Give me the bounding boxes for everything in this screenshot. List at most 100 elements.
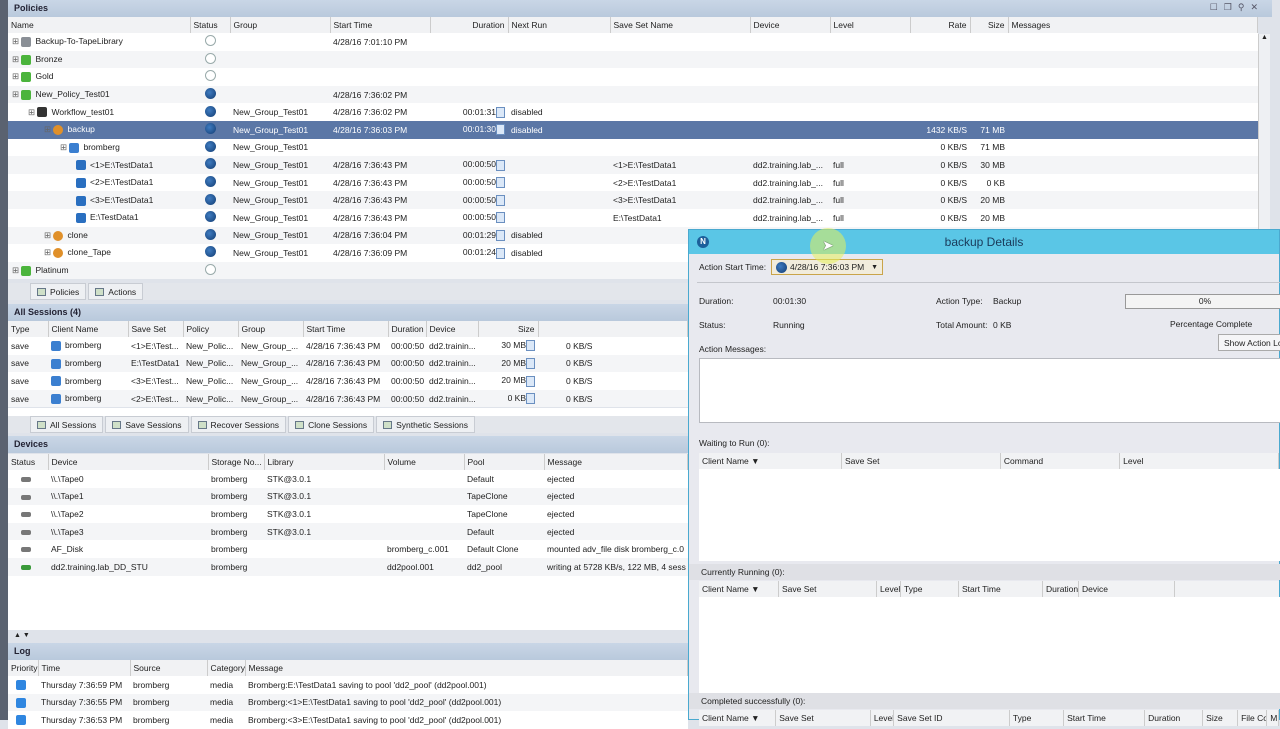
window-controls[interactable]: ☐❐⚲✕ bbox=[1210, 2, 1264, 13]
table-row[interactable]: <1>E:\TestData1 New_Group_Test01 4/28/16 7… bbox=[8, 156, 1258, 174]
splitter-arrows-icon[interactable]: ▲ ▼ bbox=[14, 632, 30, 639]
column-header[interactable]: Level bbox=[1120, 453, 1280, 469]
policies-scrollbar[interactable]: ▲ bbox=[1258, 34, 1270, 282]
column-header[interactable]: Type bbox=[1010, 710, 1065, 726]
tab-policies[interactable]: Policies bbox=[30, 283, 87, 300]
column-header[interactable]: Client Name ▼ bbox=[699, 710, 777, 726]
table-row[interactable]: save bromberg E:\TestData1 New_Polic... New_… bbox=[8, 354, 688, 373]
column-header[interactable]: Duration bbox=[388, 321, 427, 337]
column-header[interactable]: Client Name bbox=[48, 321, 129, 337]
column-header[interactable]: Status bbox=[190, 17, 231, 33]
table-row[interactable]: save bromberg <3>E:\Test... New_Polic... New… bbox=[8, 372, 688, 390]
action-messages-box[interactable] bbox=[699, 358, 1280, 423]
expand-toggle-icon[interactable]: ⊞ bbox=[44, 229, 54, 240]
column-header[interactable]: Device bbox=[1079, 581, 1175, 597]
column-header[interactable]: Duration bbox=[1145, 710, 1204, 726]
expand-toggle-icon[interactable]: ⊞ bbox=[12, 71, 22, 82]
column-header[interactable]: Time bbox=[38, 660, 131, 676]
column-header[interactable]: Rate bbox=[910, 17, 971, 33]
tab-actions[interactable]: Actions bbox=[88, 283, 144, 300]
column-header[interactable]: Next Run bbox=[508, 17, 611, 33]
expand-toggle-icon[interactable]: ⊞ bbox=[44, 247, 54, 258]
tab-recover-sessions[interactable]: Recover Sessions bbox=[190, 416, 287, 433]
column-header[interactable]: M bbox=[1267, 710, 1279, 726]
column-header[interactable]: Volume bbox=[384, 454, 465, 470]
table-row[interactable]: save bromberg <2>E:\Test... New_Polic... New… bbox=[8, 389, 688, 408]
column-header[interactable]: Message bbox=[245, 660, 688, 676]
column-header[interactable]: Device bbox=[426, 321, 479, 337]
column-header[interactable]: Duration bbox=[430, 17, 509, 33]
table-row[interactable]: \\.\Tape3 bromberg STK@3.0.1 Default ejected bbox=[8, 522, 688, 541]
expand-toggle-icon[interactable]: ⊞ bbox=[12, 89, 22, 100]
column-header[interactable]: Type bbox=[901, 581, 959, 597]
column-header[interactable]: Message bbox=[544, 454, 688, 470]
column-header[interactable]: Save Set bbox=[779, 581, 877, 597]
table-row[interactable]: E:\TestData1 New_Group_Test01 4/28/16 7:36… bbox=[8, 209, 1258, 227]
table-row[interactable]: Thursday 7:36:59 PM bromberg media Bromberg… bbox=[8, 676, 688, 694]
table-row[interactable]: save bromberg <1>E:\Test... New_Polic... New… bbox=[8, 337, 688, 355]
column-header[interactable]: Client Name ▼ bbox=[699, 581, 779, 597]
column-header[interactable]: Save Set ID bbox=[894, 710, 1010, 726]
column-header[interactable]: Save Set Name bbox=[610, 17, 751, 33]
column-header[interactable]: Level bbox=[871, 710, 895, 726]
table-row[interactable]: \\.\Tape0 bromberg STK@3.0.1 Default ejected bbox=[8, 470, 688, 488]
table-row[interactable]: AF_Disk bromberg bromberg_c.001 Default Clo… bbox=[8, 540, 688, 558]
table-row[interactable]: <3>E:\TestData1 New_Group_Test01 4/28/16 7… bbox=[8, 191, 1258, 209]
column-header[interactable]: Start Time bbox=[959, 581, 1043, 597]
maximize-icon[interactable]: ☐ bbox=[1209, 2, 1224, 12]
column-header[interactable]: Client Name ▼ bbox=[699, 453, 843, 469]
column-header[interactable]: Start Time bbox=[303, 321, 389, 337]
table-row[interactable]: \\.\Tape1 bromberg STK@3.0.1 TapeClone eject… bbox=[8, 487, 688, 506]
column-header[interactable]: Name bbox=[8, 17, 191, 33]
expand-toggle-icon[interactable]: ⊞ bbox=[60, 141, 70, 152]
column-header[interactable]: Library bbox=[264, 454, 385, 470]
column-header[interactable]: Save Set bbox=[776, 710, 871, 726]
table-row[interactable]: dd2.training.lab_DD_STU bromberg dd2pool.0… bbox=[8, 557, 688, 576]
dialog-title-bar[interactable]: N backup Details bbox=[689, 230, 1279, 254]
restore-icon[interactable]: ❐ bbox=[1223, 2, 1238, 12]
scroll-up-arrow-icon[interactable]: ▲ bbox=[1261, 34, 1268, 41]
table-row[interactable]: ⊞ Workflow_test01 New_Group_Test01 4/28/16… bbox=[8, 103, 1258, 121]
column-header[interactable]: File Co... bbox=[1238, 710, 1268, 726]
column-header[interactable]: Save Set bbox=[128, 321, 184, 337]
column-header[interactable] bbox=[538, 321, 688, 337]
tab-save-sessions[interactable]: Save Sessions bbox=[105, 416, 189, 433]
column-header[interactable]: Source bbox=[130, 660, 208, 676]
table-row[interactable]: ⊞ bromberg New_Group_Test01 0 KB/S 71 MB bbox=[8, 139, 1258, 157]
expand-toggle-icon[interactable]: ⊞ bbox=[44, 124, 54, 135]
column-header[interactable]: Device bbox=[750, 17, 831, 33]
column-header[interactable]: Size bbox=[970, 17, 1009, 33]
tab-clone-sessions[interactable]: Clone Sessions bbox=[288, 416, 375, 433]
column-header[interactable]: Level bbox=[877, 581, 901, 597]
pin-icon[interactable]: ⚲ bbox=[1237, 2, 1251, 12]
show-action-log-button[interactable]: Show Action Log bbox=[1218, 334, 1280, 351]
column-header[interactable]: Device bbox=[48, 454, 209, 470]
column-header[interactable]: Group bbox=[238, 321, 304, 337]
table-row[interactable]: ⊞ backup New_Group_Test01 4/28/16 7:36:03 … bbox=[8, 120, 1258, 139]
column-header[interactable]: Start Time bbox=[330, 17, 431, 33]
tab-synthetic-sessions[interactable]: Synthetic Sessions bbox=[376, 416, 475, 433]
column-header[interactable]: Start Time bbox=[1064, 710, 1146, 726]
expand-toggle-icon[interactable]: ⊞ bbox=[12, 265, 22, 276]
column-header[interactable]: Size bbox=[1203, 710, 1239, 726]
table-row[interactable]: \\.\Tape2 bromberg STK@3.0.1 TapeClone eject… bbox=[8, 505, 688, 523]
table-row[interactable]: ⊞ Gold bbox=[8, 68, 1258, 86]
expand-toggle-icon[interactable]: ⊞ bbox=[12, 36, 22, 47]
column-header[interactable]: Save Set bbox=[842, 453, 1001, 469]
column-header[interactable]: Storage No... bbox=[208, 454, 265, 470]
tab-all-sessions[interactable]: All Sessions bbox=[30, 416, 104, 433]
column-header[interactable]: Duration bbox=[1043, 581, 1079, 597]
column-header[interactable]: Status bbox=[8, 454, 49, 470]
table-row[interactable]: <2>E:\TestData1 New_Group_Test01 4/28/16 7… bbox=[8, 174, 1258, 192]
expand-toggle-icon[interactable]: ⊞ bbox=[12, 53, 22, 64]
close-icon[interactable]: ✕ bbox=[1250, 2, 1264, 12]
table-row[interactable]: ⊞ clone_Tape New_Group_Test01 4/28/16 7:36… bbox=[8, 244, 1258, 262]
column-header[interactable]: Group bbox=[230, 17, 331, 33]
column-header[interactable]: Level bbox=[830, 17, 911, 33]
column-header[interactable]: Size bbox=[478, 321, 539, 337]
column-header[interactable]: Type bbox=[8, 321, 49, 337]
column-header[interactable]: Policy bbox=[183, 321, 239, 337]
expand-toggle-icon[interactable]: ⊞ bbox=[28, 106, 38, 117]
column-header[interactable]: Pool bbox=[464, 454, 545, 470]
table-row[interactable]: Thursday 7:36:55 PM bromberg media Bromberg… bbox=[8, 693, 688, 712]
